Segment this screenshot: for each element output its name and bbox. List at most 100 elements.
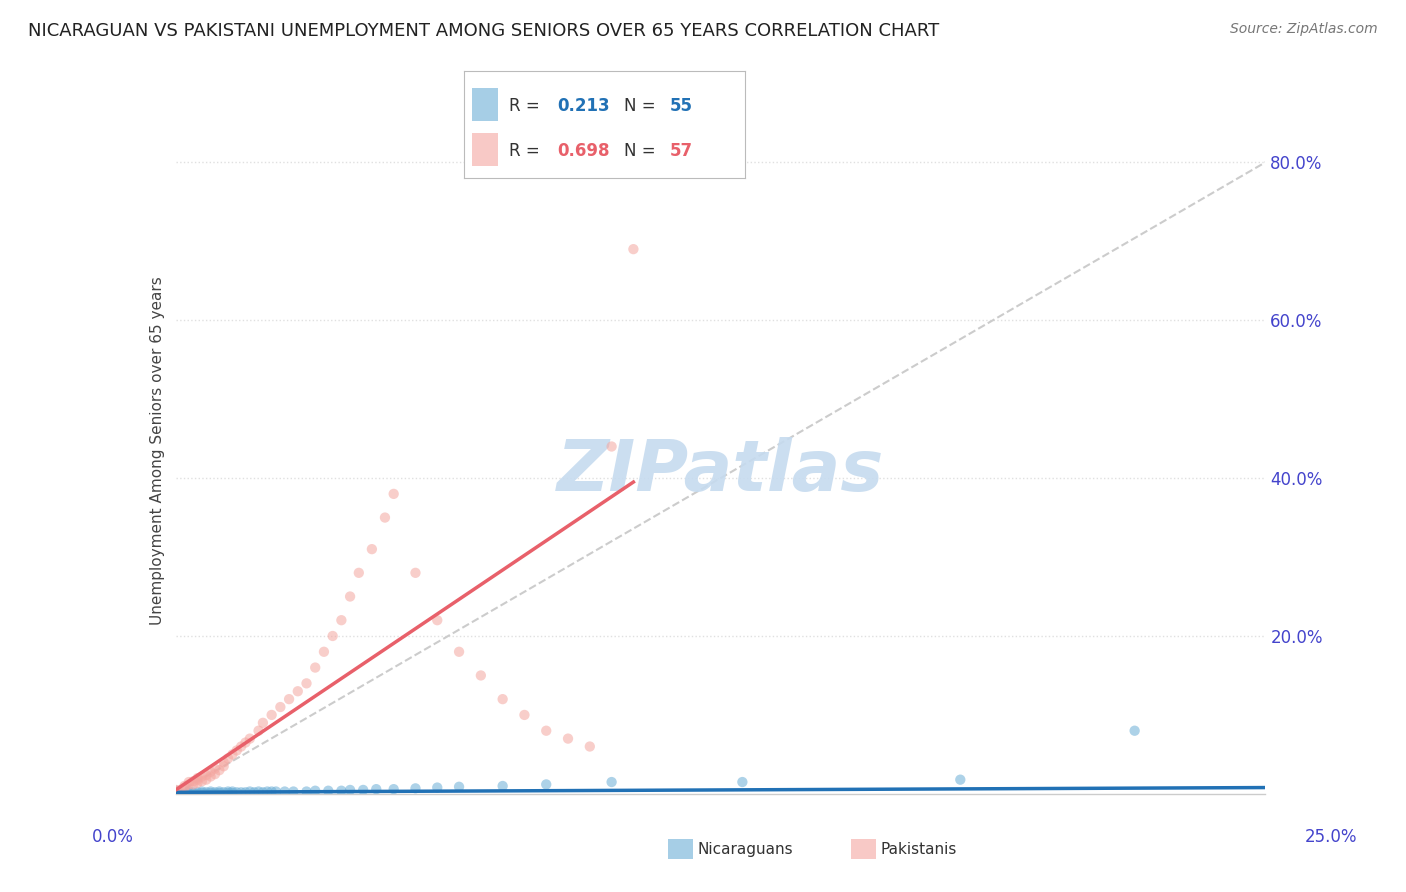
- Point: [165, 787, 187, 801]
- Point: [204, 785, 226, 799]
- Text: Pakistanis: Pakistanis: [880, 842, 956, 856]
- Point: [260, 707, 283, 722]
- Point: [204, 767, 226, 781]
- Point: [181, 774, 204, 789]
- Point: [165, 787, 187, 801]
- Point: [579, 739, 602, 754]
- Point: [186, 772, 209, 787]
- Point: [191, 774, 214, 789]
- Point: [274, 784, 297, 798]
- Point: [318, 783, 340, 797]
- Point: [191, 786, 214, 800]
- Point: [534, 723, 557, 738]
- Point: [252, 715, 274, 730]
- Point: [195, 785, 218, 799]
- Point: [600, 775, 623, 789]
- Text: Nicaraguans: Nicaraguans: [697, 842, 793, 856]
- Point: [374, 510, 396, 524]
- Point: [191, 784, 214, 798]
- Point: [221, 786, 243, 800]
- Point: [200, 770, 222, 784]
- Point: [169, 783, 191, 797]
- Bar: [472, 88, 498, 120]
- Point: [165, 784, 187, 798]
- Point: [212, 759, 235, 773]
- Text: R =: R =: [509, 96, 546, 114]
- Text: ZIPatlas: ZIPatlas: [557, 436, 884, 506]
- Point: [304, 783, 326, 797]
- Point: [405, 781, 427, 796]
- Point: [208, 763, 231, 777]
- Point: [260, 784, 283, 798]
- Point: [330, 613, 353, 627]
- Point: [191, 770, 214, 784]
- Text: 25.0%: 25.0%: [1305, 828, 1357, 846]
- Point: [217, 786, 239, 800]
- Point: [278, 692, 301, 706]
- Point: [287, 684, 309, 698]
- Point: [177, 784, 200, 798]
- Point: [169, 786, 191, 800]
- Point: [492, 692, 515, 706]
- Point: [352, 783, 374, 797]
- Point: [165, 785, 187, 799]
- Point: [200, 764, 222, 779]
- Point: [165, 783, 187, 797]
- Point: [339, 783, 361, 797]
- Point: [212, 756, 235, 770]
- Point: [283, 784, 305, 798]
- Point: [600, 440, 623, 454]
- Text: R =: R =: [509, 142, 546, 160]
- Text: 57: 57: [669, 142, 692, 160]
- Y-axis label: Unemployment Among Seniors over 65 years: Unemployment Among Seniors over 65 years: [149, 277, 165, 624]
- Point: [347, 566, 370, 580]
- Point: [534, 777, 557, 791]
- Point: [208, 786, 231, 800]
- Point: [173, 779, 195, 793]
- Point: [470, 668, 492, 682]
- Point: [221, 747, 243, 762]
- Text: NICARAGUAN VS PAKISTANI UNEMPLOYMENT AMONG SENIORS OVER 65 YEARS CORRELATION CHA: NICARAGUAN VS PAKISTANI UNEMPLOYMENT AMO…: [28, 22, 939, 40]
- Point: [295, 676, 318, 690]
- Point: [295, 784, 318, 798]
- Point: [492, 779, 515, 793]
- Point: [322, 629, 344, 643]
- Point: [221, 784, 243, 798]
- Point: [264, 784, 287, 798]
- Point: [217, 784, 239, 798]
- Point: [195, 772, 218, 787]
- Text: 0.698: 0.698: [557, 142, 609, 160]
- Point: [208, 784, 231, 798]
- Point: [513, 707, 536, 722]
- Point: [186, 776, 209, 790]
- Point: [225, 785, 247, 799]
- Point: [405, 566, 427, 580]
- Text: Source: ZipAtlas.com: Source: ZipAtlas.com: [1230, 22, 1378, 37]
- Point: [330, 783, 353, 797]
- Point: [447, 645, 470, 659]
- Point: [312, 645, 335, 659]
- Point: [186, 785, 209, 799]
- Text: 0.213: 0.213: [557, 96, 609, 114]
- Point: [181, 787, 204, 801]
- Point: [204, 787, 226, 801]
- Point: [186, 771, 209, 785]
- Point: [239, 784, 262, 798]
- Point: [426, 613, 449, 627]
- Point: [181, 777, 204, 791]
- Point: [177, 775, 200, 789]
- Point: [204, 762, 226, 776]
- Point: [212, 785, 235, 799]
- Point: [235, 735, 257, 749]
- Point: [426, 780, 449, 795]
- Point: [1123, 723, 1146, 738]
- Point: [217, 751, 239, 765]
- Point: [731, 775, 754, 789]
- Point: [447, 780, 470, 794]
- Point: [247, 784, 270, 798]
- Point: [177, 786, 200, 800]
- Point: [195, 768, 218, 782]
- Point: [621, 242, 644, 256]
- Point: [360, 542, 382, 557]
- Point: [557, 731, 579, 746]
